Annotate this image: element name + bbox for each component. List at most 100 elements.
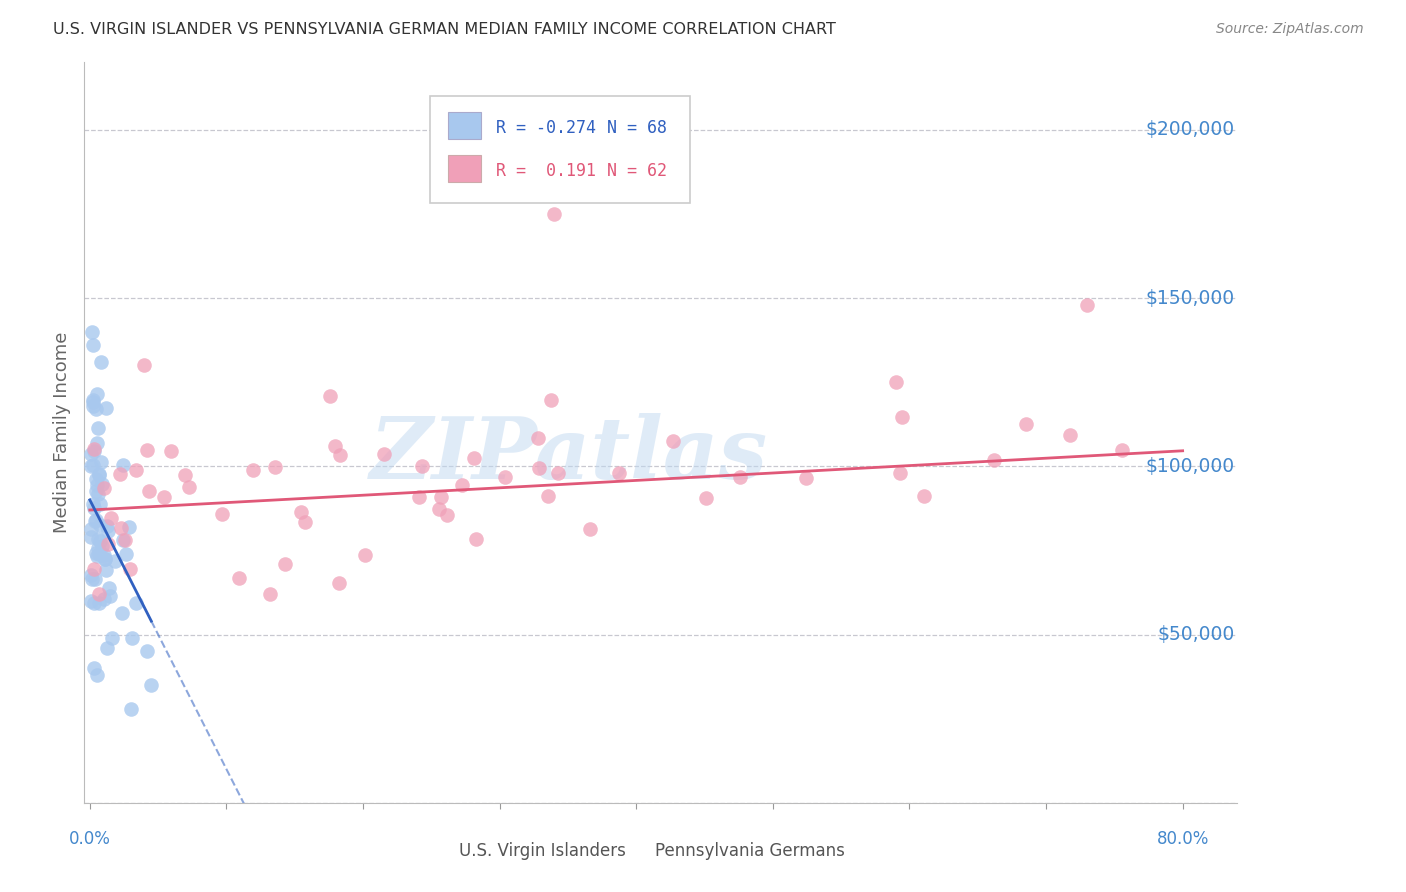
Point xyxy=(529,461,551,475)
Text: N = 62: N = 62 xyxy=(606,162,666,180)
Point xyxy=(662,434,685,449)
Point xyxy=(527,431,550,445)
Point xyxy=(1015,417,1038,431)
Point xyxy=(84,546,107,560)
Point xyxy=(111,458,134,472)
Point xyxy=(96,640,118,655)
FancyBboxPatch shape xyxy=(430,95,690,203)
Point xyxy=(94,552,117,566)
Point xyxy=(141,678,163,692)
Point xyxy=(174,468,197,483)
Point xyxy=(84,484,107,499)
Point xyxy=(537,489,560,503)
Point xyxy=(983,453,1005,467)
Point xyxy=(427,501,450,516)
Point xyxy=(86,401,108,416)
Point xyxy=(114,533,136,547)
Point xyxy=(115,547,138,561)
Point xyxy=(79,530,101,544)
Text: R = -0.274: R = -0.274 xyxy=(496,119,596,136)
Point xyxy=(94,564,117,578)
Point xyxy=(87,420,110,434)
Y-axis label: Median Family Income: Median Family Income xyxy=(53,332,72,533)
Point xyxy=(794,471,817,485)
Point xyxy=(93,548,115,562)
Point xyxy=(695,491,717,505)
Point xyxy=(84,472,107,486)
Text: $50,000: $50,000 xyxy=(1157,625,1234,644)
Point xyxy=(118,520,141,534)
Point xyxy=(86,387,108,401)
Point xyxy=(274,557,297,571)
Text: U.S. VIRGIN ISLANDER VS PENNSYLVANIA GERMAN MEDIAN FAMILY INCOME CORRELATION CHA: U.S. VIRGIN ISLANDER VS PENNSYLVANIA GER… xyxy=(53,22,837,37)
Point xyxy=(97,537,120,551)
Point xyxy=(82,392,104,407)
Text: 80.0%: 80.0% xyxy=(1157,830,1209,847)
Point xyxy=(264,459,287,474)
Point xyxy=(211,508,233,522)
Point xyxy=(125,463,148,477)
Point xyxy=(100,510,122,524)
Point xyxy=(89,497,111,511)
Text: $200,000: $200,000 xyxy=(1146,120,1234,139)
Point xyxy=(121,632,143,646)
Point xyxy=(1076,298,1098,312)
Point xyxy=(87,541,110,556)
Text: $100,000: $100,000 xyxy=(1146,457,1234,475)
Point xyxy=(136,442,159,457)
Text: N = 68: N = 68 xyxy=(606,119,666,136)
Point xyxy=(228,571,250,585)
Point xyxy=(97,581,120,595)
Point xyxy=(579,522,602,536)
Point xyxy=(82,458,104,473)
Point xyxy=(494,470,516,484)
Point xyxy=(152,490,174,504)
Point xyxy=(90,455,112,469)
FancyBboxPatch shape xyxy=(447,112,481,138)
Point xyxy=(465,533,488,547)
Point xyxy=(120,701,142,715)
Point xyxy=(80,325,103,339)
Point xyxy=(436,508,458,523)
Point xyxy=(87,532,110,546)
Point xyxy=(136,644,159,658)
Point xyxy=(159,444,181,458)
Point xyxy=(373,446,395,460)
Point xyxy=(430,490,453,504)
Point xyxy=(83,442,105,456)
Point xyxy=(84,514,107,528)
Point xyxy=(82,394,104,409)
Point xyxy=(1059,428,1081,442)
Point xyxy=(138,483,160,498)
Point xyxy=(87,468,110,483)
Point xyxy=(543,207,565,221)
Point xyxy=(83,444,105,458)
Point xyxy=(83,562,105,576)
Text: Pennsylvania Germans: Pennsylvania Germans xyxy=(655,842,845,860)
Point xyxy=(84,513,107,527)
Text: $150,000: $150,000 xyxy=(1146,288,1234,308)
Point xyxy=(80,523,103,537)
Point xyxy=(83,500,105,515)
Point xyxy=(294,515,316,529)
Point xyxy=(79,459,101,474)
Point xyxy=(540,392,562,407)
Point xyxy=(82,338,104,352)
Point xyxy=(111,533,134,548)
Point xyxy=(329,448,352,462)
Point xyxy=(319,389,342,403)
Point xyxy=(87,487,110,501)
Point xyxy=(80,593,103,607)
Point xyxy=(884,375,907,389)
Text: Source: ZipAtlas.com: Source: ZipAtlas.com xyxy=(1216,22,1364,37)
Text: ZIPatlas: ZIPatlas xyxy=(370,413,768,497)
Point xyxy=(86,436,108,450)
Point xyxy=(912,489,935,503)
Point xyxy=(110,467,132,481)
Point xyxy=(89,547,111,561)
Point xyxy=(104,554,127,568)
Point xyxy=(411,459,433,474)
Point xyxy=(354,548,377,562)
Point xyxy=(91,476,114,491)
Point xyxy=(463,450,485,465)
